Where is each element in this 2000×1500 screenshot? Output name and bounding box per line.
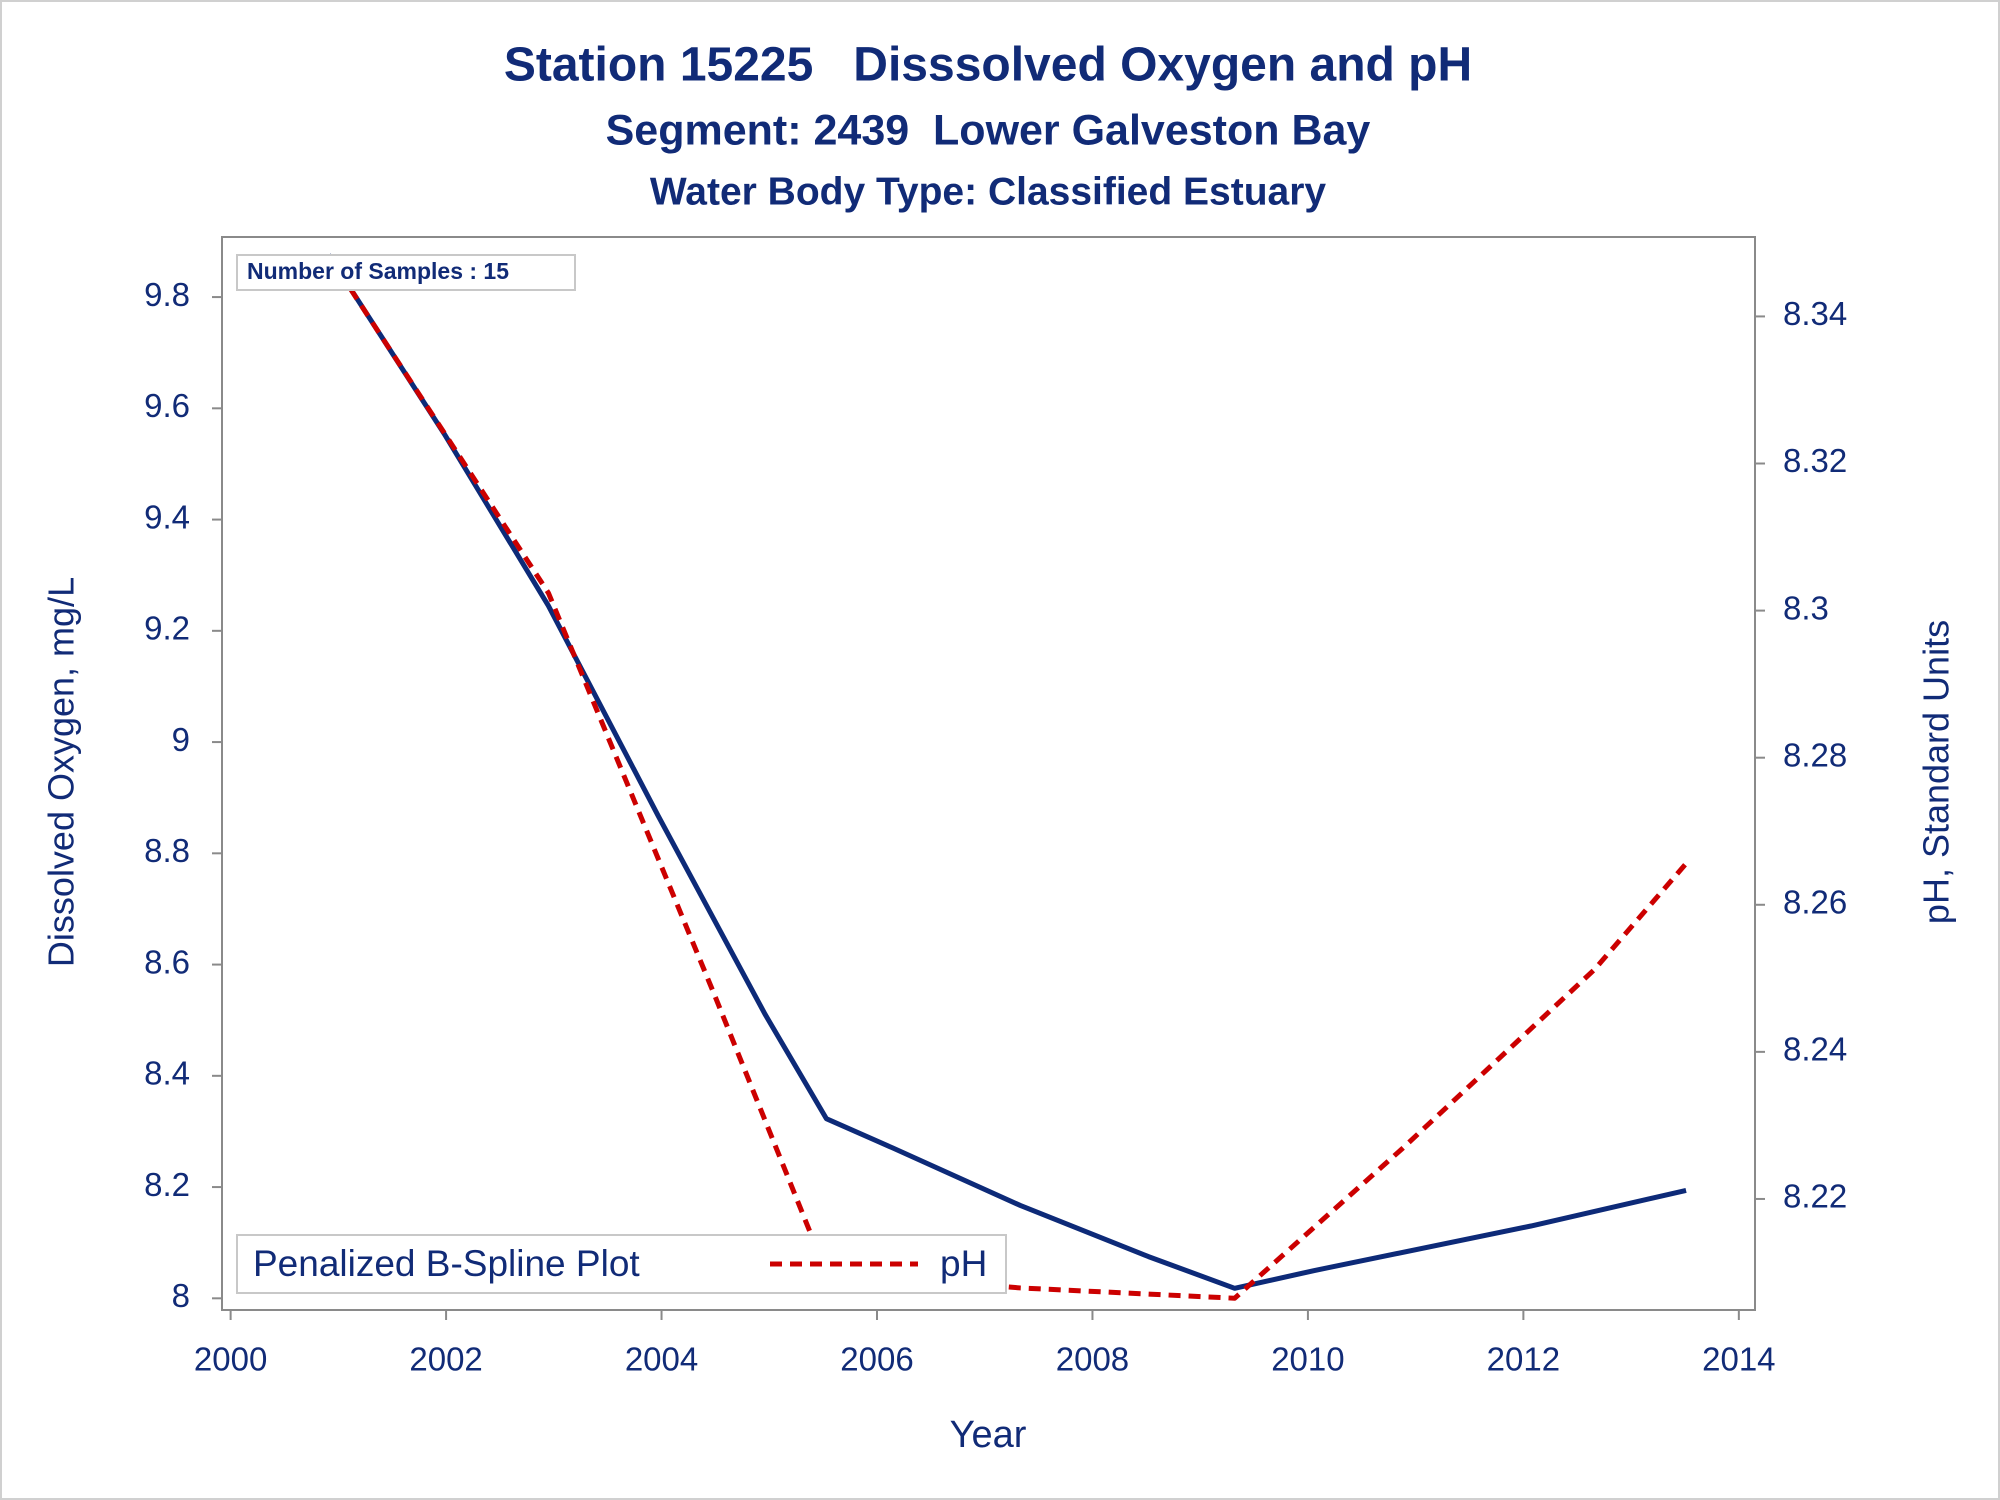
legend-label: pH <box>940 1243 987 1284</box>
x-tick-label: 2010 <box>1271 1341 1344 1378</box>
y2-tick-label: 8.28 <box>1783 736 1847 773</box>
y-tick-label: 8.6 <box>144 943 190 980</box>
y2-axis-label: pH, Standard Units <box>1916 620 1957 924</box>
y-tick-label: 9.6 <box>144 387 190 424</box>
annotation: Number of Samples : 15 <box>247 258 509 284</box>
y2-tick-label: 8.22 <box>1783 1178 1847 1215</box>
chart-subtitle: Segment: 2439 Lower Galveston Bay <box>606 106 1371 154</box>
y-tick-label: 8.4 <box>144 1055 190 1092</box>
x-tick-label: 2014 <box>1702 1341 1775 1378</box>
chart-title: Station 15225 Disssolved Oxygen and pH <box>504 39 1472 92</box>
y2-tick-label: 8.3 <box>1783 589 1829 626</box>
x-tick-label: 2008 <box>1056 1341 1129 1378</box>
annotation-box <box>236 254 576 291</box>
y2-tick-label: 8.32 <box>1783 442 1847 479</box>
y2-tick-label: 8.24 <box>1783 1031 1847 1068</box>
series-line <box>326 254 1688 1301</box>
series-line <box>326 253 1687 1291</box>
y-tick-label: 8.2 <box>144 1166 190 1203</box>
x-tick-label: 2002 <box>409 1341 482 1378</box>
y-tick-label: 8 <box>172 1277 190 1314</box>
y2-tick-label: 8.34 <box>1783 295 1847 332</box>
chart-subtitle: Water Body Type: Classified Estuary <box>650 170 1326 213</box>
legend-title: Penalized B-Spline Plot <box>253 1243 640 1284</box>
x-tick-label: 2000 <box>194 1341 267 1378</box>
y-tick-label: 9.4 <box>144 498 190 535</box>
y-tick-label: 8.8 <box>144 832 190 869</box>
y2-tick-label: 8.26 <box>1783 883 1847 920</box>
x-tick-label: 2006 <box>840 1341 913 1378</box>
y-tick-label: 9 <box>172 721 190 758</box>
x-tick-label: 2004 <box>625 1341 698 1378</box>
x-axis-label: Year <box>950 1414 1027 1456</box>
plot-area <box>221 236 1756 1311</box>
x-tick-label: 2012 <box>1487 1341 1560 1378</box>
y-tick-label: 9.8 <box>144 276 190 313</box>
y-tick-label: 9.2 <box>144 610 190 647</box>
y-axis-label: Dissolved Oxygen, mg/L <box>41 577 82 967</box>
